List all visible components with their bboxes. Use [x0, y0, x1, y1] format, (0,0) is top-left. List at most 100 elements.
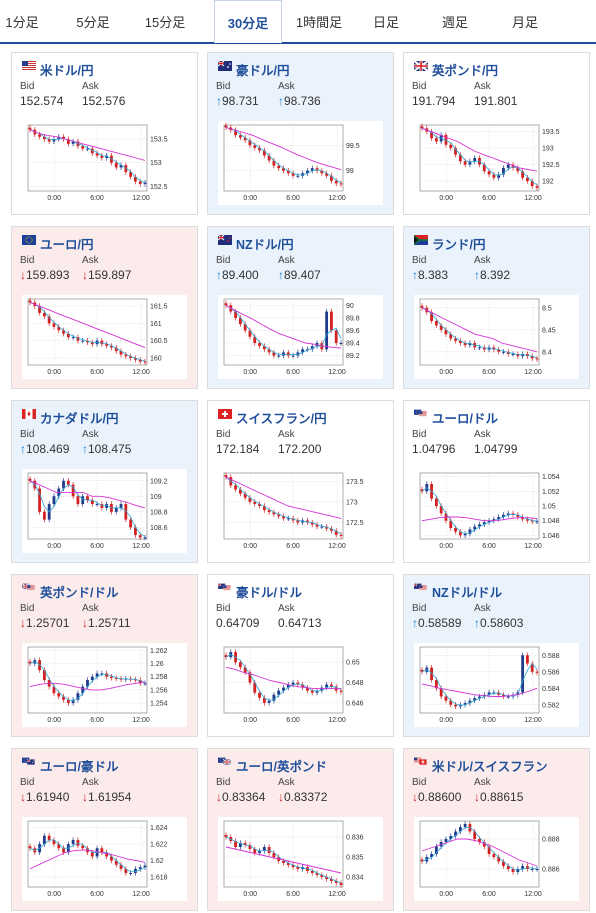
pair-name-link[interactable]: NZドル/円 [236, 238, 294, 252]
mini-chart[interactable]: 90 89.8 89.6 89.4 89.2 0:00 6:00 12:00 [218, 295, 383, 379]
candle-body [258, 147, 261, 151]
candle-body [243, 137, 247, 141]
bid-number: 1.04796 [412, 442, 456, 456]
rate-card: 米ドル/円 Bid Ask 152.574 152.576 153.5 153 15… [11, 52, 198, 215]
ask-value: ↑8.392 [474, 268, 510, 282]
candle-body [258, 692, 261, 698]
mini-chart[interactable]: 153.5 153 152.5 0:00 6:00 12:00 [22, 121, 187, 205]
candle-body [258, 343, 261, 347]
tab-3[interactable]: 30分足 [214, 0, 282, 43]
ask-arrow: ↑ [278, 94, 284, 108]
pair-name-link[interactable]: スイスフラン/円 [236, 412, 327, 426]
candle-body [521, 171, 525, 178]
pair-name-link[interactable]: 英ポンド/ドル [40, 586, 119, 600]
candlestick-chart: 90 89.8 89.6 89.4 89.2 0:00 6:00 12:00 [223, 298, 360, 376]
rate-card: NZドル/ドル Bid Ask ↑0.58589 ↑0.58603 0.588 0… [403, 574, 590, 737]
candle-body [66, 480, 70, 485]
mini-chart[interactable]: 1.262 1.26 1.258 1.256 1.254 0:00 6:00 12:00 [22, 643, 187, 727]
candle-body [315, 524, 319, 527]
candle-body [420, 859, 424, 862]
pair-name-link[interactable]: ユーロ/ドル [432, 412, 498, 426]
tab-0[interactable]: 1分足 [5, 15, 39, 30]
bid-arrow: ↑ [412, 616, 418, 630]
candle-body [482, 522, 486, 525]
candle-body [330, 879, 333, 881]
candle-body [71, 839, 75, 845]
pair-name-link[interactable]: 豪ドル/ドル [236, 586, 302, 600]
long-ma-line [225, 304, 342, 349]
ask-number: 172.200 [278, 442, 322, 456]
candle-body [52, 323, 56, 327]
candle-body [492, 854, 496, 857]
timeframe-tabs: 1分足 5分足 15分足 30分足 1時間足 日足 週足 月足 [0, 0, 596, 44]
candle-body [129, 519, 133, 528]
pair-name-link[interactable]: 英ポンド/円 [432, 64, 498, 78]
candle-body [47, 139, 51, 142]
candle-body [277, 690, 281, 695]
x-tick-label: 0:00 [439, 717, 453, 724]
tab-4[interactable]: 1時間足 [295, 15, 343, 30]
mini-chart[interactable]: 0.836 0.835 0.834 0:00 6:00 12:00 [218, 817, 383, 901]
candle-body [339, 343, 343, 344]
candle-body [52, 496, 56, 505]
rate-card: ユーロ/豪ドル Bid Ask ↓1.61940 ↓1.61954 1.624 1… [11, 748, 198, 911]
x-tick-label: 6:00 [286, 195, 300, 202]
y-tick-label: 0.646 [346, 700, 364, 707]
mini-chart[interactable]: 0.888 0.886 0:00 6:00 12:00 [414, 817, 579, 901]
y-tick-label: 1.618 [150, 875, 168, 882]
long-ma-line [225, 846, 342, 874]
tab-6[interactable]: 週足 [441, 15, 468, 30]
pair-name-link[interactable]: 豪ドル/円 [236, 64, 290, 78]
candle-body [306, 349, 309, 351]
pair-name-link[interactable]: NZドル/ドル [432, 586, 503, 600]
ask-value: 0.64713 [278, 616, 321, 630]
y-tick-label: 89.4 [346, 341, 360, 348]
candle-body [243, 667, 247, 673]
mini-chart[interactable]: 173.5 173 172.5 0:00 6:00 12:00 [218, 469, 383, 553]
candle-body [272, 853, 276, 857]
ask-number: 108.475 [88, 442, 132, 456]
x-tick-label: 6:00 [90, 891, 104, 898]
mini-chart[interactable]: 99.5 99 0:00 6:00 12:00 [218, 121, 383, 205]
mini-chart[interactable]: 8.5 8.45 8.4 0:00 6:00 12:00 [414, 295, 579, 379]
pair-name-link[interactable]: 米ドル/スイスフラン [432, 760, 548, 774]
y-tick-label: 193.5 [542, 129, 560, 136]
pair-name-link[interactable]: ユーロ/豪ドル [40, 760, 119, 774]
mini-chart[interactable]: 0.65 0.648 0.646 0:00 6:00 12:00 [218, 643, 383, 727]
mini-chart[interactable]: 0.588 0.586 0.584 0.582 0:00 6:00 12:00 [414, 643, 579, 727]
candle-body [129, 172, 133, 177]
y-tick-label: 1.046 [542, 533, 560, 540]
tab-5[interactable]: 日足 [372, 15, 399, 30]
candle-body [42, 511, 46, 520]
ask-label: Ask [82, 603, 99, 614]
mini-chart[interactable]: 109.2 109 108.8 108.6 0:00 6:00 12:00 [22, 469, 187, 553]
mini-chart[interactable]: 193.5 193 192.5 192 0:00 6:00 12:00 [414, 121, 579, 205]
candlestick-chart: 0.588 0.586 0.584 0.582 0:00 6:00 12:00 [419, 646, 560, 724]
candle-body [458, 827, 462, 832]
pair-name-link[interactable]: ユーロ/英ポンド [236, 760, 327, 774]
mini-chart[interactable]: 1.054 1.052 1.05 1.048 1.046 0:00 6:00 12:00 [414, 469, 579, 553]
pair-name-link[interactable]: 米ドル/円 [40, 64, 94, 78]
y-tick-label: 89.2 [346, 353, 360, 360]
y-tick-label: 99.5 [346, 143, 360, 150]
candle-body [334, 180, 338, 184]
candle-body [502, 351, 505, 353]
tab-7[interactable]: 月足 [511, 15, 538, 30]
candlestick-chart: 173.5 173 172.5 0:00 6:00 12:00 [223, 472, 364, 550]
pair-name-link[interactable]: ユーロ/円 [40, 238, 94, 252]
bid-value: ↑98.731 [216, 94, 259, 108]
y-tick-label: 0.586 [542, 669, 560, 676]
candle-body [334, 330, 338, 343]
tab-1[interactable]: 5分足 [76, 15, 110, 30]
tab-2[interactable]: 15分足 [144, 15, 186, 30]
y-tick-label: 0.65 [346, 660, 360, 667]
candle-body [301, 684, 305, 688]
y-tick-label: 0.588 [542, 653, 560, 660]
x-tick-label: 6:00 [482, 717, 496, 724]
mini-chart[interactable]: 161.5 161 160.5 160 0:00 6:00 12:00 [22, 295, 187, 379]
pair-name-link[interactable]: カナダドル/円 [40, 412, 119, 426]
mini-chart[interactable]: 1.624 1.622 1.62 1.618 0:00 6:00 12:00 [22, 817, 187, 901]
pair-name-link[interactable]: ランド/円 [432, 238, 486, 252]
candle-body [492, 174, 496, 178]
x-tick-label: 0:00 [243, 891, 257, 898]
